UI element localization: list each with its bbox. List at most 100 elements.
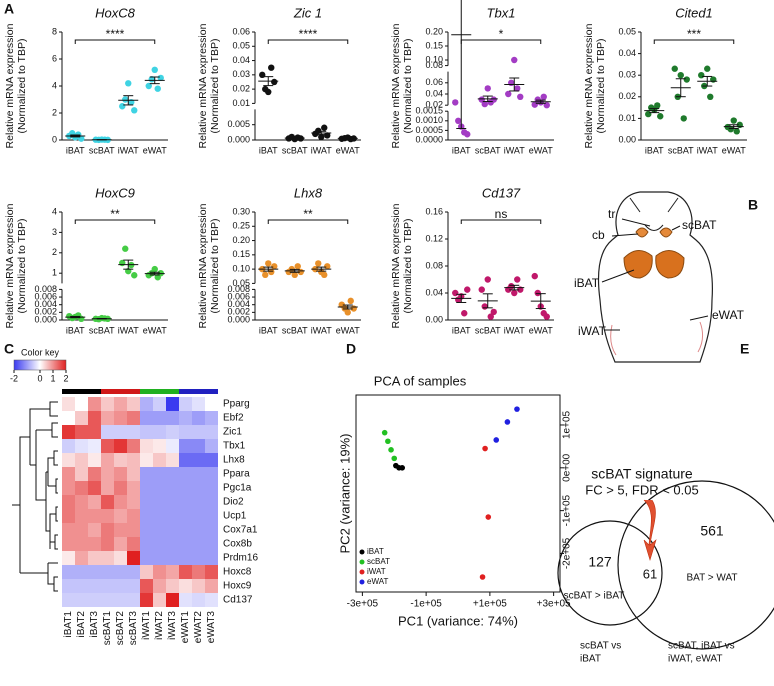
dot (645, 110, 652, 118)
heatmap-cell (88, 453, 101, 467)
y-tick-label: 0.006 (34, 291, 57, 301)
y-tick-label: 0.04 (232, 55, 250, 65)
dot (727, 126, 734, 133)
heatmap-cell (88, 411, 101, 425)
y-tick-label: 4 (52, 206, 57, 216)
venn-count: 127 (588, 554, 612, 570)
heatmap-cell (114, 439, 127, 453)
heatmap-cell (153, 579, 166, 593)
heatmap-cell (75, 397, 88, 411)
heatmap-cell (75, 565, 88, 579)
heatmap-cell (140, 565, 153, 579)
y-axis-label: (Normalized to TBP) (16, 39, 28, 134)
y-tick-label: 6 (52, 53, 57, 63)
heatmap-cell (127, 425, 140, 439)
heatmap-cell (205, 509, 218, 523)
heatmap-cell (205, 495, 218, 509)
heatmap-cell (114, 467, 127, 481)
x-tick-label: +1e+05 (473, 599, 507, 610)
venn-count: 561 (700, 523, 724, 539)
heatmap-cell (166, 565, 179, 579)
heatmap-cell (192, 439, 205, 453)
heatmap-cell (75, 411, 88, 425)
x-tick-label: eWAT (143, 145, 168, 155)
column-group-bar (101, 389, 114, 394)
x-tick-label: scBAT (89, 325, 115, 335)
dot (511, 289, 518, 297)
y-tick-label: 0.03 (232, 69, 250, 79)
color-key (13, 359, 67, 371)
heatmap-cell (140, 453, 153, 467)
dot (452, 289, 459, 297)
heatmap-cell (114, 453, 127, 467)
y-tick-label: 0.04 (425, 88, 443, 98)
dot (148, 76, 155, 83)
row-label: Pparg (223, 399, 250, 410)
row-label: Tbx1 (223, 441, 246, 452)
heatmap-cell (114, 495, 127, 509)
heatmap-cell (114, 565, 127, 579)
heatmap-cell (179, 551, 192, 565)
panel-label: E (740, 341, 749, 357)
column-group-bar (140, 389, 153, 394)
y-tick-label: 0.03 (618, 70, 636, 80)
legend-label: iWAT (367, 567, 386, 576)
heatmap-cell (179, 411, 192, 425)
heatmap-cell (62, 439, 75, 453)
dot (531, 272, 538, 280)
dot (268, 64, 275, 71)
diagram-label: scBAT (682, 218, 717, 232)
plot-title: Cd137 (482, 185, 521, 200)
y-axis-label: Relative mRNA expression (197, 203, 209, 328)
heatmap-cell (101, 397, 114, 411)
x-tick-label: eWAT (529, 325, 554, 335)
heatmap-cell (205, 397, 218, 411)
y-tick-label: 0 (52, 134, 57, 144)
heatmap-cell (114, 593, 127, 607)
heatmap-cell (101, 565, 114, 579)
column-label: scBAT3 (128, 611, 139, 646)
plot-title: Zic 1 (293, 5, 322, 20)
dot (505, 90, 512, 98)
heatmap-cell (140, 397, 153, 411)
x-tick-label: scBAT (282, 145, 308, 155)
heatmap-cell (140, 439, 153, 453)
heatmap-cell (88, 495, 101, 509)
column-group-bar (88, 389, 101, 394)
x-tick-label: iBAT (259, 325, 278, 335)
point (485, 514, 492, 520)
dot (452, 99, 459, 106)
heatmap-cell (127, 523, 140, 537)
column-label: scBAT2 (115, 611, 126, 646)
heatmap-cell (75, 481, 88, 495)
y-tick-label: 0.06 (425, 77, 443, 87)
x-tick-label: eWAT (143, 325, 168, 335)
plot-title: HoxC9 (95, 185, 135, 200)
wat-pad (610, 321, 704, 356)
heatmap-cell (62, 481, 75, 495)
legend-label: iBAT (367, 547, 384, 556)
heatmap-cell (127, 551, 140, 565)
y-tick-label: 0.04 (618, 48, 636, 58)
heatmap-cell (166, 509, 179, 523)
row-label: Prdm16 (223, 553, 258, 564)
heatmap-cell (166, 495, 179, 509)
column-group-bar (192, 389, 205, 394)
heatmap-cell (192, 523, 205, 537)
point (493, 437, 500, 443)
row-label: Lhx8 (223, 455, 245, 466)
heatmap-cell (88, 593, 101, 607)
panel-label: D (346, 341, 356, 357)
y-tick-label: 0.05 (232, 278, 250, 288)
dot (677, 72, 684, 79)
venn-circle (557, 520, 663, 626)
heatmap-cell (101, 509, 114, 523)
heatmap-cell (140, 509, 153, 523)
significance-bracket (74, 39, 156, 44)
venn-label: BAT > WAT (686, 573, 737, 584)
x-tick-label: iWAT (504, 325, 525, 335)
dot (514, 85, 521, 92)
heatmap-cell (75, 453, 88, 467)
heatmap-cell (205, 523, 218, 537)
heatmap-cell (179, 495, 192, 509)
